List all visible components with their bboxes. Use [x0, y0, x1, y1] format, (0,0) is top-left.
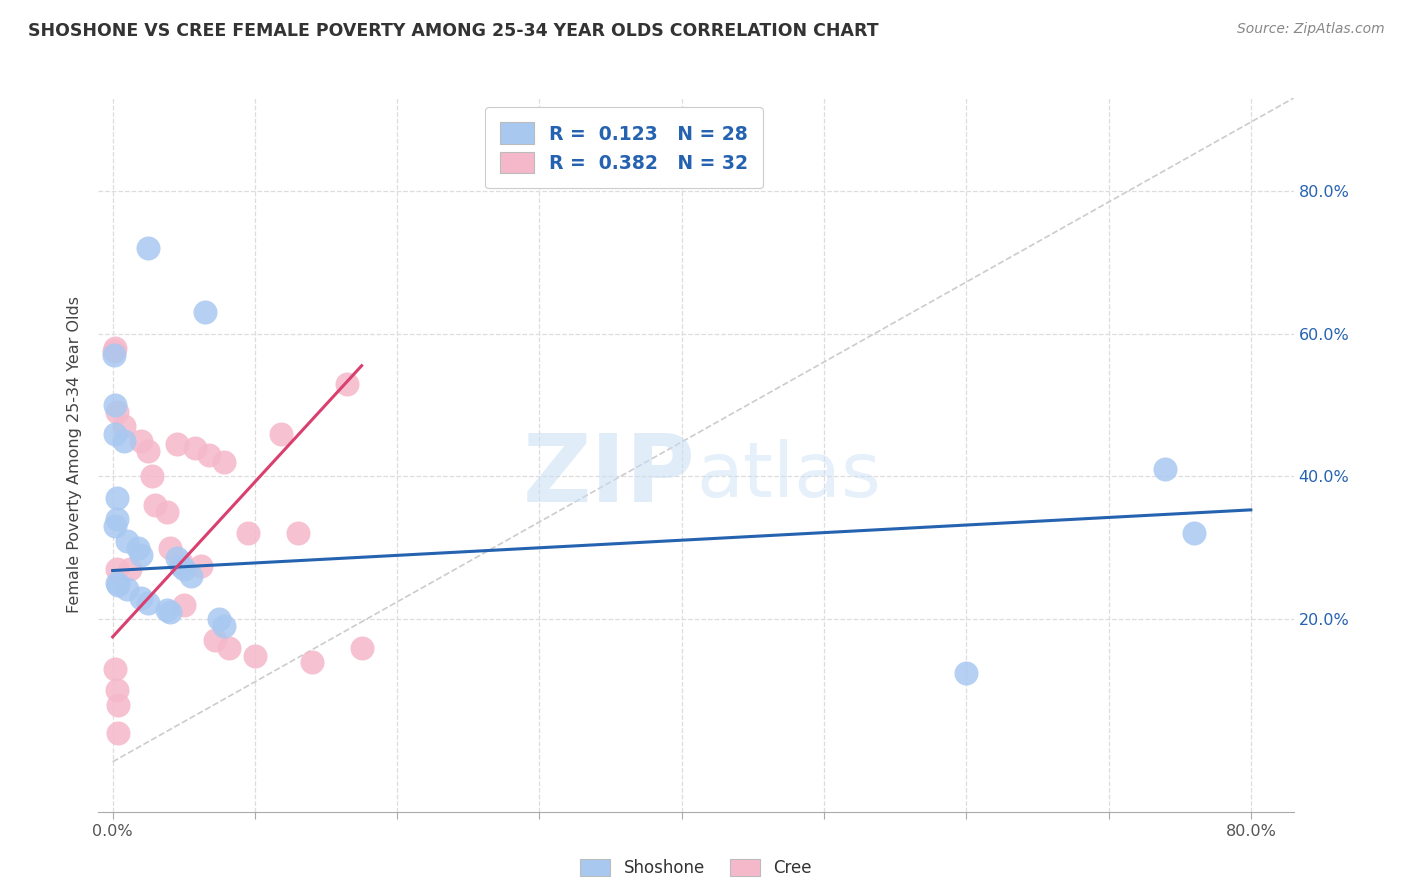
Point	[112, 434, 135, 448]
Point	[212, 455, 235, 469]
Point	[104, 426, 127, 441]
Point	[204, 633, 226, 648]
Point	[136, 241, 159, 255]
Text: atlas: atlas	[696, 440, 880, 513]
Point	[104, 662, 127, 676]
Point	[301, 655, 323, 669]
Point	[159, 605, 181, 619]
Point	[156, 505, 179, 519]
Point	[141, 469, 163, 483]
Text: Source: ZipAtlas.com: Source: ZipAtlas.com	[1237, 22, 1385, 37]
Text: ZIP: ZIP	[523, 430, 696, 523]
Point	[190, 558, 212, 573]
Text: SHOSHONE VS CREE FEMALE POVERTY AMONG 25-34 YEAR OLDS CORRELATION CHART: SHOSHONE VS CREE FEMALE POVERTY AMONG 25…	[28, 22, 879, 40]
Point	[104, 398, 127, 412]
Point	[104, 341, 127, 355]
Point	[208, 612, 231, 626]
Point	[136, 596, 159, 610]
Point	[170, 555, 193, 569]
Point	[270, 426, 292, 441]
Point	[115, 533, 138, 548]
Point	[136, 444, 159, 458]
Point	[104, 519, 127, 533]
Point	[118, 562, 141, 576]
Point	[166, 551, 188, 566]
Point	[243, 649, 266, 664]
Point	[180, 569, 202, 583]
Point	[1154, 462, 1177, 476]
Point	[105, 512, 128, 526]
Point	[105, 405, 128, 419]
Point	[105, 491, 128, 505]
Point	[212, 619, 235, 633]
Point	[166, 437, 188, 451]
Point	[107, 578, 129, 592]
Point	[129, 434, 152, 448]
Point	[955, 665, 977, 680]
Point	[103, 344, 125, 359]
Point	[103, 348, 125, 362]
Point	[105, 562, 128, 576]
Point	[143, 498, 166, 512]
Point	[156, 603, 179, 617]
Point	[129, 548, 152, 562]
Point	[287, 526, 309, 541]
Point	[105, 683, 128, 698]
Point	[107, 698, 129, 712]
Point	[115, 582, 138, 596]
Point	[129, 591, 152, 605]
Legend: Shoshone, Cree: Shoshone, Cree	[572, 851, 820, 886]
Point	[236, 526, 259, 541]
Point	[173, 598, 195, 612]
Point	[194, 305, 217, 319]
Point	[170, 558, 193, 573]
Y-axis label: Female Poverty Among 25-34 Year Olds: Female Poverty Among 25-34 Year Olds	[66, 296, 82, 614]
Point	[159, 541, 181, 555]
Point	[184, 441, 207, 455]
Point	[173, 562, 195, 576]
Point	[336, 376, 359, 391]
Point	[105, 576, 128, 591]
Point	[198, 448, 221, 462]
Point	[107, 726, 129, 740]
Point	[350, 640, 373, 655]
Point	[1182, 526, 1205, 541]
Point	[127, 541, 149, 555]
Point	[112, 419, 135, 434]
Point	[218, 640, 240, 655]
